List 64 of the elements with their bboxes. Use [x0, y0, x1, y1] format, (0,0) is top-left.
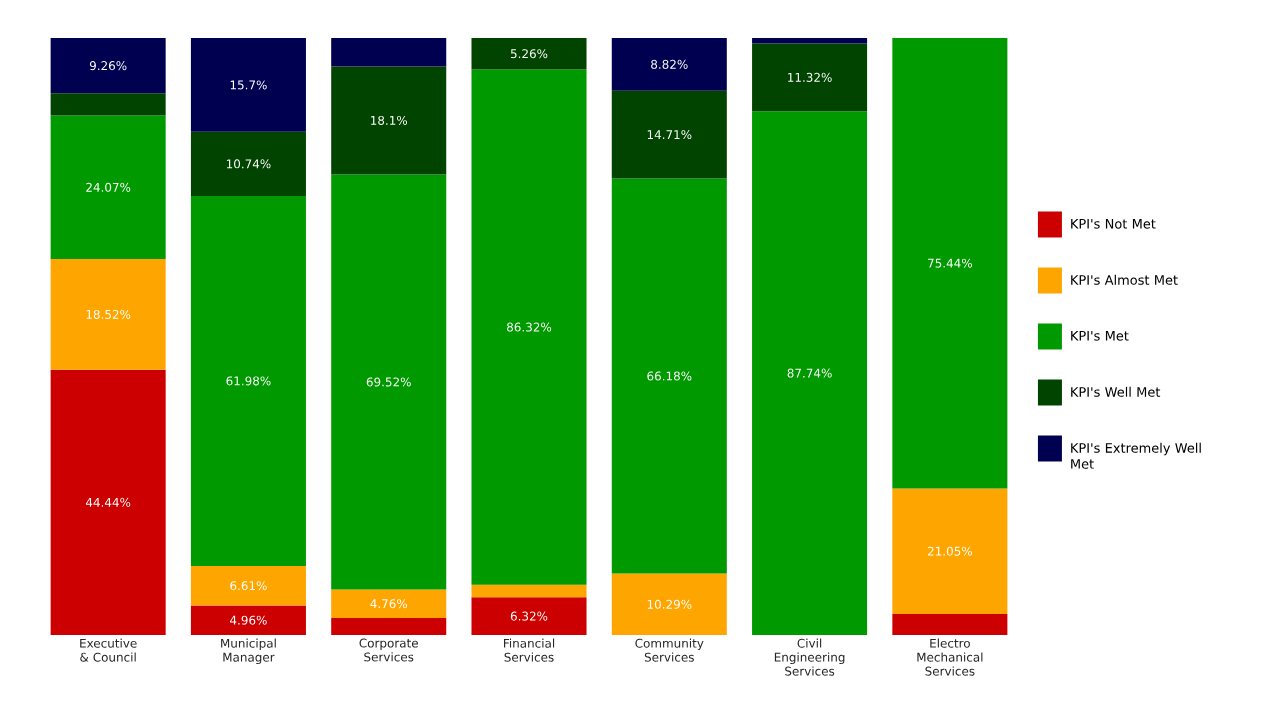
- data-label: 10.29%: [647, 599, 692, 609]
- bar: [190, 38, 306, 132]
- legend-label: KPI's Almost Met: [1071, 274, 1178, 285]
- bar: [611, 37, 727, 91]
- data-label: 87.74%: [787, 368, 832, 378]
- bar: [190, 605, 306, 635]
- bar: [471, 37, 587, 70]
- bar: [50, 259, 166, 370]
- bar: [611, 573, 727, 635]
- bar: [331, 174, 447, 590]
- bar: [331, 617, 447, 635]
- data-label: 69.52%: [366, 377, 411, 387]
- data-label: 15.7%: [230, 80, 267, 90]
- legend-label: KPI's Met: [1071, 331, 1129, 341]
- legend-label: KPI's Not Met: [1071, 219, 1156, 229]
- bar: [331, 37, 447, 67]
- bar: [471, 597, 587, 635]
- data-label: 9.26%: [89, 61, 127, 71]
- data-label: 24.07%: [86, 182, 131, 192]
- bar: [611, 90, 727, 179]
- x-tick-label: Financial Services: [504, 638, 555, 662]
- data-label: 44.44%: [85, 497, 131, 507]
- data-label: 6.61%: [230, 581, 267, 591]
- data-label: 6.32%: [510, 611, 548, 621]
- bar: [892, 614, 1008, 635]
- bar: [50, 37, 166, 94]
- bar: [331, 589, 447, 618]
- bar: [752, 37, 868, 44]
- bar: [752, 111, 868, 635]
- bar: [892, 488, 1008, 615]
- data-label: 5.26%: [510, 49, 548, 59]
- data-label: 18.1%: [371, 115, 408, 125]
- bar: [752, 43, 868, 112]
- x-tick-label: Municipal Manager: [221, 638, 276, 665]
- data-label: 10.74%: [226, 159, 271, 169]
- data-label: 14.71%: [647, 130, 692, 140]
- data-label: 21.05%: [927, 546, 972, 556]
- bar: [190, 565, 306, 606]
- x-tick-label: Executive & Council: [80, 638, 137, 662]
- data-label: 66.18%: [647, 371, 692, 381]
- bar: [50, 115, 166, 260]
- data-label: 86.32%: [507, 322, 552, 332]
- x-tick-label: Community Services: [635, 638, 704, 662]
- bar: [50, 369, 166, 635]
- data-label: 18.52%: [86, 309, 131, 319]
- data-label: 75.44%: [928, 258, 972, 268]
- bar: [611, 178, 727, 574]
- bar: [331, 66, 447, 175]
- x-tick-label: Civil Engineering Services: [774, 638, 845, 676]
- bar: [471, 69, 587, 585]
- x-tick-label: Corporate Services: [359, 638, 418, 662]
- data-label: 61.98%: [226, 376, 271, 386]
- bar: [892, 37, 1008, 489]
- bar: [190, 195, 306, 566]
- legend-label: KPI's Extremely Well Met: [1071, 442, 1201, 469]
- bar: [471, 584, 587, 598]
- data-label: 4.76%: [370, 599, 408, 609]
- data-label: 4.96%: [230, 615, 267, 625]
- legend-label: KPI's Well Met: [1071, 386, 1161, 397]
- x-tick-label: Electro Mechanical Services: [917, 638, 983, 676]
- data-label: 11.32%: [788, 72, 832, 82]
- bar: [50, 93, 166, 116]
- data-label: 8.82%: [651, 59, 688, 69]
- bar: [190, 131, 306, 196]
